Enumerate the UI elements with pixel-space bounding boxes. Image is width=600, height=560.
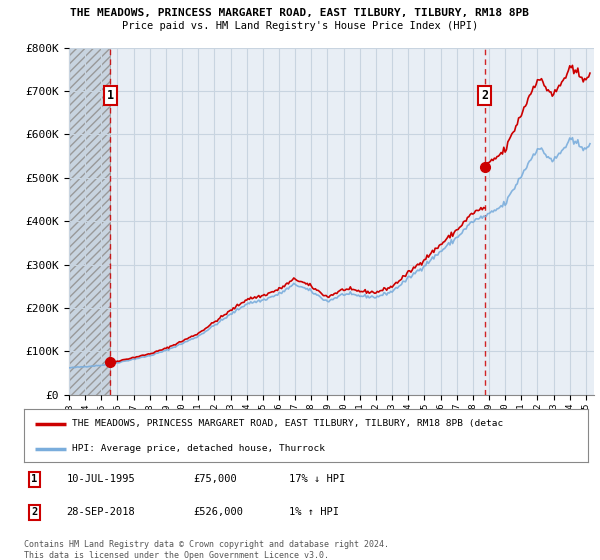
Text: 1: 1 bbox=[106, 89, 113, 102]
Text: 10-JUL-1995: 10-JUL-1995 bbox=[66, 474, 135, 484]
Text: 1: 1 bbox=[31, 474, 38, 484]
Text: THE MEADOWS, PRINCESS MARGARET ROAD, EAST TILBURY, TILBURY, RM18 8PB (detac: THE MEADOWS, PRINCESS MARGARET ROAD, EAS… bbox=[72, 419, 503, 428]
Text: HPI: Average price, detached house, Thurrock: HPI: Average price, detached house, Thur… bbox=[72, 444, 325, 453]
Text: Price paid vs. HM Land Registry's House Price Index (HPI): Price paid vs. HM Land Registry's House … bbox=[122, 21, 478, 31]
Text: £526,000: £526,000 bbox=[193, 507, 243, 517]
Text: 2: 2 bbox=[481, 89, 488, 102]
Text: 28-SEP-2018: 28-SEP-2018 bbox=[66, 507, 135, 517]
Text: 17% ↓ HPI: 17% ↓ HPI bbox=[289, 474, 346, 484]
Bar bbox=[69, 48, 110, 395]
Text: 2: 2 bbox=[31, 507, 38, 517]
Text: THE MEADOWS, PRINCESS MARGARET ROAD, EAST TILBURY, TILBURY, RM18 8PB: THE MEADOWS, PRINCESS MARGARET ROAD, EAS… bbox=[71, 8, 530, 18]
Text: £75,000: £75,000 bbox=[193, 474, 237, 484]
Text: 1% ↑ HPI: 1% ↑ HPI bbox=[289, 507, 339, 517]
Text: Contains HM Land Registry data © Crown copyright and database right 2024.
This d: Contains HM Land Registry data © Crown c… bbox=[24, 540, 389, 560]
